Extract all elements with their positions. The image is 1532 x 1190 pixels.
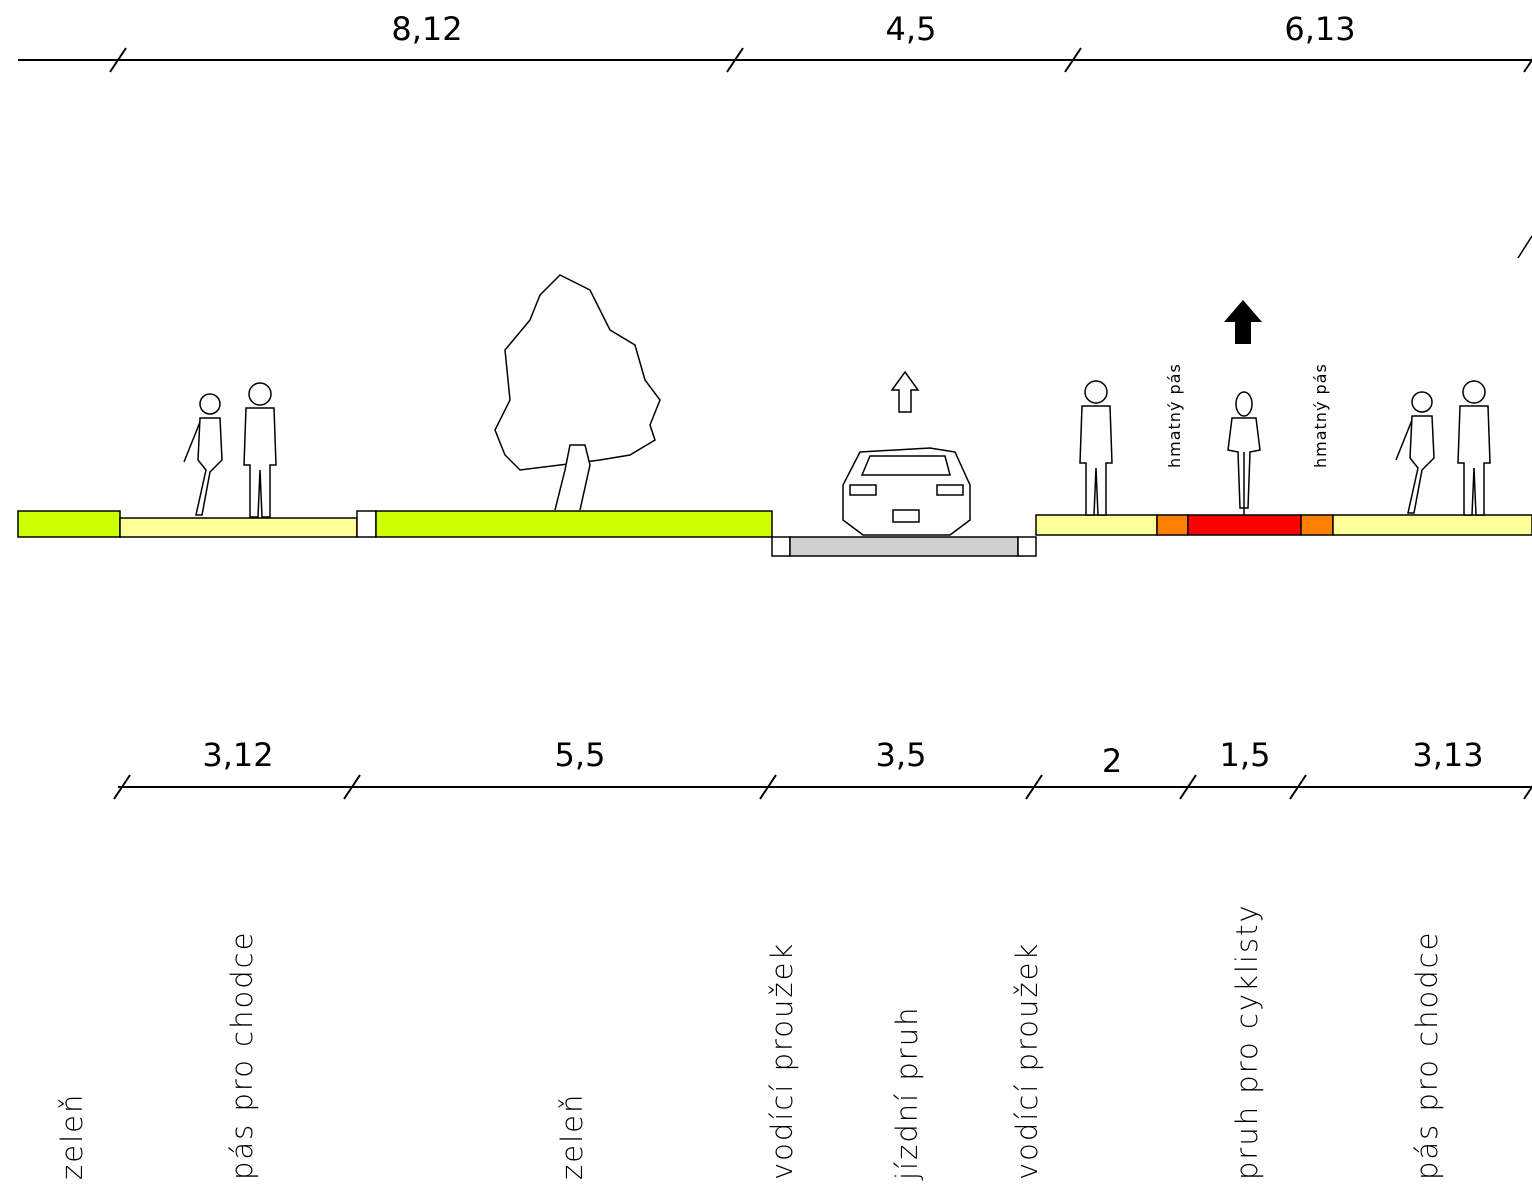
pedestrians <box>183 380 1491 518</box>
section-label: jízdní pruh <box>890 1006 924 1182</box>
section-label: pruh pro cyklisty <box>1230 903 1264 1180</box>
section-label: pás pro chodce <box>225 931 259 1180</box>
dimension-label: 1,5 <box>1220 736 1271 774</box>
tactile-label: hmatný pás <box>1311 363 1330 468</box>
tactile-label: hmatný pás <box>1165 363 1184 468</box>
section-label: vodící proužek <box>765 942 799 1180</box>
dimension-label: 2 <box>1102 742 1122 780</box>
dimension-label: 3,12 <box>202 736 273 774</box>
ground <box>17 510 1532 557</box>
direction-arrow <box>890 370 920 413</box>
tree <box>494 274 661 511</box>
dimension-ticks <box>113 774 1532 800</box>
direction-arrow <box>1224 300 1262 344</box>
dimension-label: 3,13 <box>1412 736 1483 774</box>
car <box>842 447 971 536</box>
dimension-label: 4,5 <box>886 10 937 48</box>
dimension-label: 5,5 <box>555 736 606 774</box>
section-label: pás pro chodce <box>1410 931 1444 1180</box>
section-label: zeleň <box>555 1093 589 1180</box>
dimension-ticks <box>109 47 1532 73</box>
dimension-label: 8,12 <box>391 10 462 48</box>
section-label: zeleň <box>55 1093 89 1180</box>
dimension-label: 3,5 <box>876 736 927 774</box>
dimension-label: 6,13 <box>1284 10 1355 48</box>
section-label: vodící proužek <box>1010 942 1044 1180</box>
edge-mark <box>1517 235 1532 259</box>
